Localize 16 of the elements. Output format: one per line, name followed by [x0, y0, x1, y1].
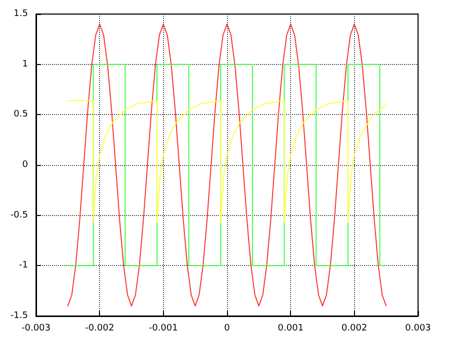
- y-tick-label: 1.5: [14, 9, 28, 19]
- y-tick-label: 0.5: [14, 110, 28, 120]
- y-tick-label: -1: [19, 260, 28, 271]
- x-tick-label: 0: [224, 324, 230, 334]
- y-tick-label: -1.5: [10, 311, 28, 321]
- x-tick-label: -0.002: [85, 324, 114, 334]
- line-series: [67, 100, 387, 223]
- x-tick-label: -0.003: [21, 324, 51, 334]
- x-tick-label: 0.001: [278, 324, 304, 334]
- y-tick-label: -0.5: [10, 210, 28, 220]
- x-tick-label: 0.002: [341, 324, 368, 334]
- y-tick-label: 1: [22, 59, 28, 70]
- x-tick-label: 0.003: [405, 324, 431, 334]
- line-series: [67, 24, 387, 306]
- y-tick-label: 0: [22, 160, 28, 170]
- x-tick-label: -0.001: [148, 324, 178, 334]
